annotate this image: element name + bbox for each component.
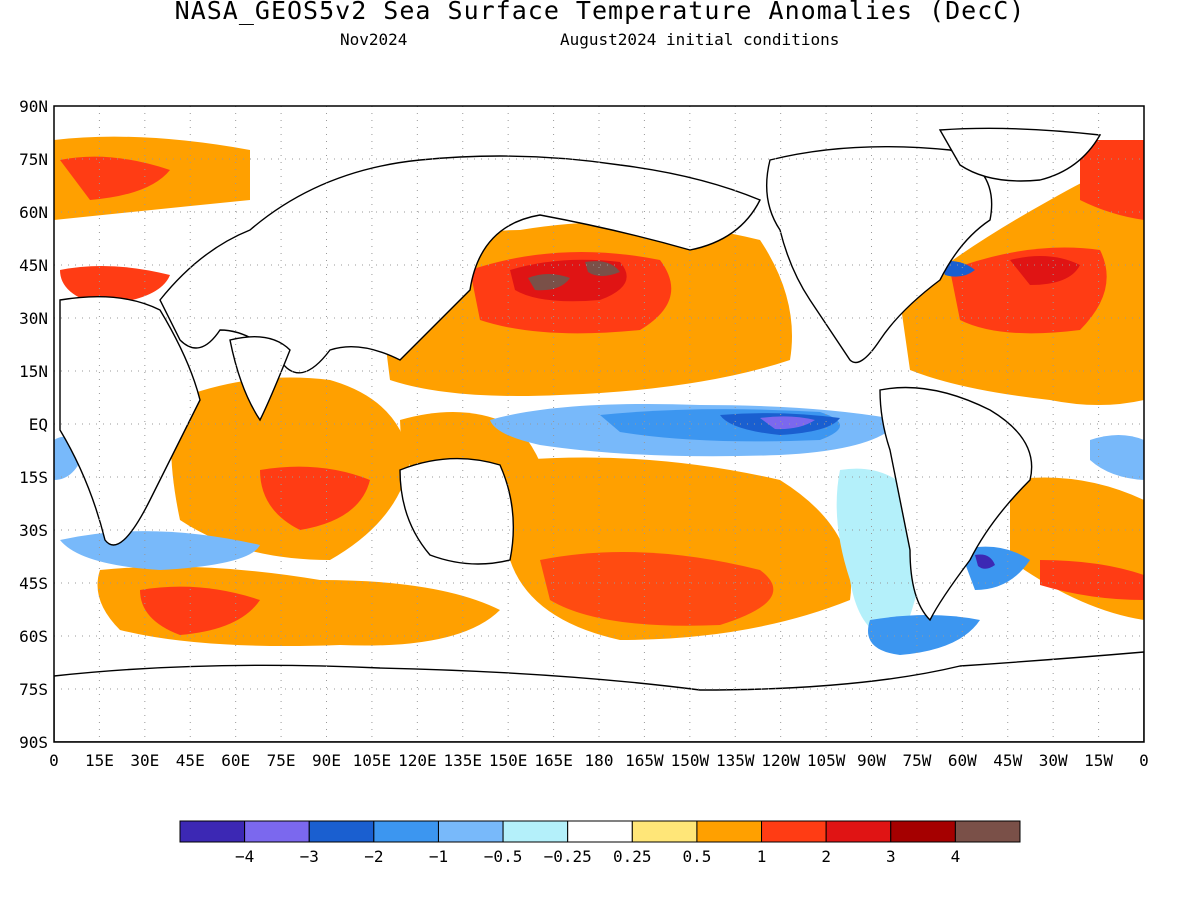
map-title: NASA_GEOS5v2 Sea Surface Temperature Ano… — [174, 0, 1026, 25]
lat-tick-label: 30N — [19, 309, 48, 328]
continents — [54, 127, 1144, 742]
colorbar-swatch — [631, 820, 698, 843]
lon-tick-label: 15E — [85, 751, 114, 770]
lon-tick-label: 15W — [1084, 751, 1113, 770]
lon-tick-label: 75E — [267, 751, 296, 770]
colorbar-swatch — [179, 820, 246, 843]
colorbar-swatch — [890, 820, 956, 843]
colorbar-label: 0.25 — [613, 847, 652, 866]
lat-tick-label: 15S — [19, 468, 48, 487]
colorbar-swatch — [373, 820, 439, 843]
lat-tick-label: 15N — [19, 362, 48, 381]
lon-tick-label: 45W — [993, 751, 1022, 770]
lat-tick-label: 45N — [19, 256, 48, 275]
colorbar-swatch — [954, 820, 1021, 843]
lon-tick-label: 135E — [443, 751, 482, 770]
lon-tick-label: 45E — [176, 751, 205, 770]
lon-tick-label: 105E — [353, 751, 392, 770]
colorbar-swatch — [567, 820, 633, 843]
lon-tick-label: 60W — [948, 751, 977, 770]
lon-tick-label: 90E — [312, 751, 341, 770]
initial-conditions: August2024 initial conditions — [560, 30, 840, 49]
lon-tick-label: 120W — [761, 751, 800, 770]
colorbar-label: 2 — [821, 847, 831, 866]
lon-tick-label: 60E — [221, 751, 250, 770]
colorbar-label: −2 — [364, 847, 383, 866]
colorbar-swatch — [244, 820, 310, 843]
lon-tick-label: 30E — [130, 751, 159, 770]
colorbar-label: 0.5 — [682, 847, 711, 866]
map-frame — [53, 105, 1145, 743]
colorbar-swatch — [696, 820, 763, 843]
colorbar-label: 1 — [757, 847, 767, 866]
colorbar-swatch — [825, 820, 892, 843]
lon-tick-label: 165E — [534, 751, 573, 770]
colorbar-label: −4 — [235, 847, 254, 866]
lon-tick-label: 0 — [49, 751, 59, 770]
lon-tick-label: 150E — [489, 751, 528, 770]
colorbar-label: −0.25 — [544, 847, 592, 866]
lon-tick-label: 180 — [585, 751, 614, 770]
colorbar-swatch — [761, 820, 827, 843]
lon-tick-label: 135W — [716, 751, 755, 770]
lon-tick-label: 90W — [857, 751, 886, 770]
lon-tick-label: 105W — [807, 751, 846, 770]
lon-tick-label: 150W — [671, 751, 710, 770]
colorbar-label: 4 — [951, 847, 961, 866]
colorbar-label: −3 — [300, 847, 319, 866]
lon-tick-label: 30W — [1039, 751, 1068, 770]
colorbar-label: −0.5 — [484, 847, 523, 866]
lat-tick-label: 60N — [19, 203, 48, 222]
lat-tick-label: EQ — [29, 415, 48, 434]
lon-tick-label: 120E — [398, 751, 437, 770]
lat-tick-label: 75S — [19, 680, 48, 699]
lat-tick-label: 60S — [19, 627, 48, 646]
latitude-axis: 90N 75N 60N 45N 30N 15N EQ 15S 30S 45S 60S 75S 90S — [19, 97, 48, 752]
lon-tick-label: 75W — [902, 751, 931, 770]
colorbar — [179, 820, 1021, 843]
graticule — [54, 106, 1144, 742]
lat-tick-label: 30S — [19, 521, 48, 540]
colorbar-swatch — [437, 820, 504, 843]
colorbar-label: −1 — [429, 847, 448, 866]
colorbar-swatch — [502, 820, 569, 843]
colorbar-swatch — [308, 820, 375, 843]
lon-tick-label: 165W — [625, 751, 664, 770]
longitude-axis: 0 15E 30E 45E 60E 75E 90E 105E 120E 135E 150E 165E 1… — [49, 751, 1149, 770]
lat-tick-label: 75N — [19, 150, 48, 169]
colorbar-labels: −4 −3 −2 −1 −0.5 −0.25 0.25 0.5 1 2 3 4 — [235, 847, 960, 866]
colorbar-label: 3 — [886, 847, 896, 866]
lon-tick-label: 0 — [1139, 751, 1149, 770]
lat-tick-label: 45S — [19, 574, 48, 593]
lat-tick-label: 90S — [19, 733, 48, 752]
lat-tick-label: 90N — [19, 97, 48, 116]
forecast-month: Nov2024 — [340, 30, 408, 49]
